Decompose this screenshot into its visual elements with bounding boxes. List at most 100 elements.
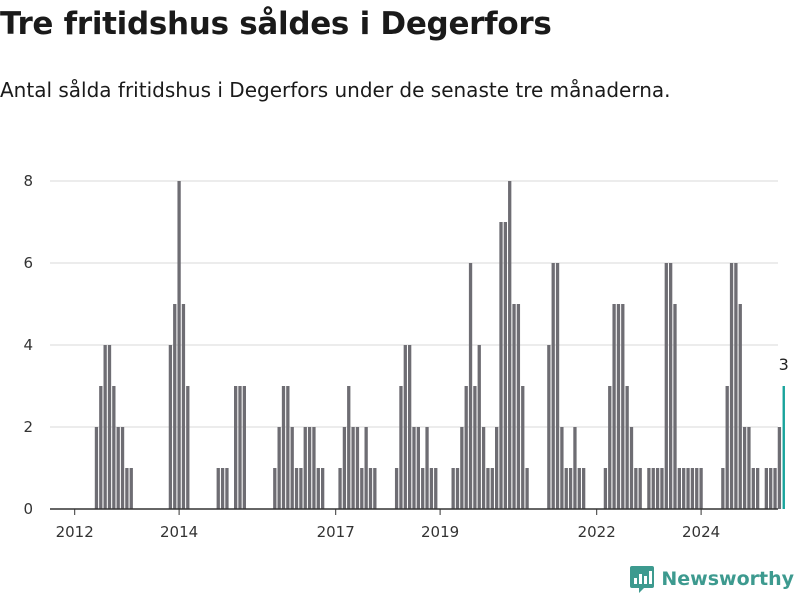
bar — [729, 263, 734, 509]
bar — [568, 468, 573, 509]
bar — [355, 427, 360, 509]
bar — [577, 468, 581, 509]
bar — [481, 427, 486, 509]
bar — [303, 427, 307, 509]
bar — [638, 468, 642, 509]
bar — [477, 345, 481, 509]
bar — [342, 427, 347, 509]
bar — [682, 468, 686, 509]
bar — [351, 427, 355, 509]
bar — [582, 468, 586, 509]
x-axis-tick-labels: 2012 2014 2017 2019 2022 2024 — [56, 509, 720, 541]
bar — [299, 468, 303, 509]
bar — [434, 468, 438, 509]
y-tick-label: 0 — [23, 500, 33, 518]
bar — [769, 468, 773, 509]
bar — [660, 468, 664, 509]
bar — [473, 386, 477, 509]
bar — [503, 222, 507, 509]
bar — [495, 427, 499, 509]
x-tick-label: 2012 — [56, 523, 94, 541]
bar — [468, 263, 473, 509]
bar — [621, 304, 625, 509]
bar — [129, 468, 133, 509]
bar — [721, 468, 725, 509]
bar — [177, 181, 181, 509]
bar — [764, 468, 768, 509]
y-tick-label: 4 — [23, 336, 33, 354]
bar — [125, 468, 129, 509]
bar — [290, 427, 294, 509]
newsworthy-logo: Newsworthy — [629, 564, 794, 594]
bar — [220, 468, 225, 509]
bar — [234, 386, 238, 509]
bar — [412, 427, 416, 509]
x-tick-label: 2022 — [578, 523, 616, 541]
bar — [368, 468, 373, 509]
bar — [225, 468, 229, 509]
bar — [734, 263, 738, 509]
bar — [364, 427, 368, 509]
bar — [294, 468, 299, 509]
bar — [112, 386, 116, 509]
bar — [116, 427, 120, 509]
bar — [168, 345, 173, 509]
bar — [751, 468, 755, 509]
bar — [186, 386, 190, 509]
bar-value-label: 3 — [779, 355, 789, 374]
bar — [560, 427, 564, 509]
bar — [277, 427, 281, 509]
bar — [316, 468, 320, 509]
bar — [699, 468, 703, 509]
newsworthy-icon — [630, 566, 655, 593]
bars — [94, 181, 785, 509]
bar — [508, 181, 512, 509]
bar — [612, 304, 616, 509]
bar — [551, 263, 555, 509]
x-tick-label: 2017 — [317, 523, 355, 541]
bar — [460, 427, 464, 509]
bar — [616, 304, 621, 509]
y-axis-tick-labels: 0 2 4 6 8 — [23, 172, 33, 518]
bar — [512, 304, 516, 509]
bar — [399, 386, 403, 509]
bar — [281, 386, 286, 509]
bar — [107, 345, 112, 509]
bar — [525, 468, 529, 509]
bar — [634, 468, 638, 509]
bar — [777, 427, 782, 509]
brand-name: Newsworthy — [661, 568, 794, 590]
bar — [360, 468, 364, 509]
bar — [307, 427, 312, 509]
bar — [499, 222, 503, 509]
bar — [651, 468, 655, 509]
bar — [564, 468, 568, 509]
bar — [738, 304, 742, 509]
bar — [773, 468, 777, 509]
bar — [103, 345, 107, 509]
bar — [99, 386, 103, 509]
bar — [608, 386, 612, 509]
bar — [695, 468, 699, 509]
chart-subtitle: Antal sålda fritidshus i Degerfors under… — [0, 78, 671, 102]
bar — [677, 468, 681, 509]
bar — [286, 386, 290, 509]
bar — [238, 386, 242, 509]
y-tick-label: 6 — [23, 254, 33, 272]
bar — [516, 304, 521, 509]
bar — [555, 263, 560, 509]
bar — [321, 468, 325, 509]
bar — [669, 263, 673, 509]
bar — [673, 304, 677, 509]
bar — [486, 468, 490, 509]
bar — [573, 427, 577, 509]
bar — [429, 468, 434, 509]
bar — [655, 468, 660, 509]
bar — [173, 304, 177, 509]
bar — [181, 304, 186, 509]
bar — [421, 468, 425, 509]
bar — [629, 427, 634, 509]
bar — [690, 468, 695, 509]
chart-title: Tre fritidshus såldes i Degerfors — [0, 6, 552, 42]
x-tick-label: 2024 — [682, 523, 720, 541]
